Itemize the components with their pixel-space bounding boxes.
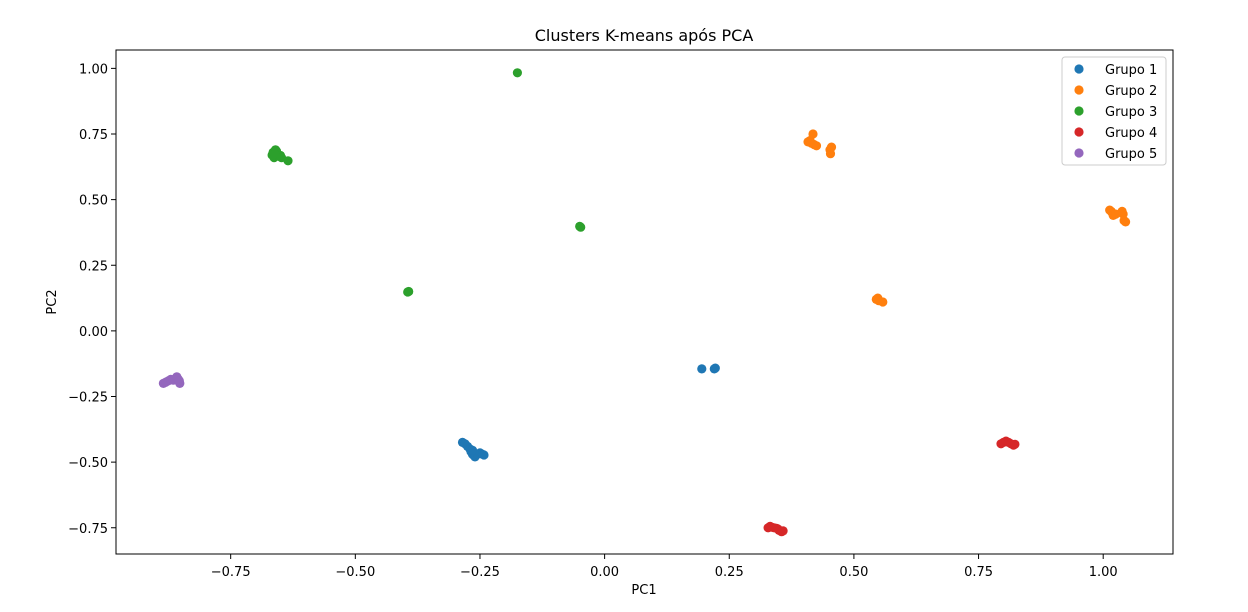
x-tick-label: 1.00 bbox=[1089, 565, 1118, 580]
data-point bbox=[808, 129, 818, 139]
y-tick-label: 0.75 bbox=[79, 128, 108, 143]
data-point bbox=[878, 297, 888, 307]
data-point bbox=[710, 363, 720, 373]
data-point bbox=[269, 149, 280, 159]
data-point bbox=[826, 142, 837, 152]
series-grupo-3 bbox=[267, 68, 586, 297]
x-axis-label: PC1 bbox=[631, 583, 656, 598]
data-point bbox=[404, 286, 414, 297]
data-point bbox=[811, 141, 822, 151]
legend-marker bbox=[1074, 64, 1084, 74]
y-axis: −0.75 −0.50 −0.25 0.00 0.25 0.50 0.75 1.00 bbox=[68, 62, 116, 537]
x-tick-label: −0.50 bbox=[335, 565, 375, 580]
data-point bbox=[467, 445, 478, 455]
y-tick-label: −0.25 bbox=[68, 391, 108, 406]
data-point bbox=[778, 526, 788, 536]
x-tick-label: 0.50 bbox=[839, 565, 868, 580]
legend-label: Grupo 5 bbox=[1105, 147, 1157, 162]
data-point bbox=[1121, 217, 1131, 227]
y-tick-label: 0.50 bbox=[79, 194, 108, 209]
x-axis: −0.75 −0.50 −0.25 0.00 0.25 0.50 0.75 1.00 bbox=[211, 554, 1118, 580]
x-tick-label: 0.25 bbox=[715, 565, 744, 580]
y-tick-label: 0.00 bbox=[79, 325, 108, 340]
data-point bbox=[576, 222, 586, 232]
points-layer bbox=[158, 68, 1131, 537]
x-tick-label: −0.75 bbox=[211, 565, 251, 580]
legend-marker bbox=[1074, 106, 1084, 116]
data-point bbox=[1117, 206, 1127, 216]
data-point bbox=[1010, 439, 1020, 449]
y-tick-label: 1.00 bbox=[79, 62, 108, 77]
legend-label: Grupo 4 bbox=[1105, 126, 1157, 141]
legend-label: Grupo 3 bbox=[1105, 105, 1157, 120]
chart-title: Clusters K-means após PCA bbox=[535, 26, 754, 45]
series-grupo-5 bbox=[158, 372, 185, 388]
y-tick-label: 0.25 bbox=[79, 259, 108, 274]
y-axis-label: PC2 bbox=[45, 289, 60, 314]
data-point bbox=[174, 376, 184, 386]
series-grupo-4 bbox=[763, 436, 1020, 537]
legend-label: Grupo 1 bbox=[1105, 63, 1157, 78]
x-tick-label: −0.25 bbox=[460, 565, 500, 580]
series-grupo-2 bbox=[803, 129, 1131, 307]
y-tick-label: −0.50 bbox=[68, 456, 108, 471]
data-point bbox=[283, 156, 293, 166]
legend-marker bbox=[1074, 127, 1084, 137]
data-point bbox=[479, 450, 489, 460]
series-grupo-1 bbox=[457, 363, 720, 462]
plot-frame bbox=[115, 49, 1174, 555]
data-point bbox=[512, 68, 523, 78]
y-tick-label: −0.75 bbox=[68, 522, 108, 537]
x-tick-label: 0.00 bbox=[590, 565, 619, 580]
data-point bbox=[697, 364, 707, 374]
x-tick-label: 0.75 bbox=[964, 565, 993, 580]
legend-label: Grupo 2 bbox=[1105, 84, 1157, 99]
legend: Grupo 1 Grupo 2 Grupo 3 Grupo 4 Grupo 5 bbox=[1061, 56, 1167, 166]
legend-marker bbox=[1074, 148, 1084, 158]
legend-box bbox=[1061, 56, 1167, 166]
legend-marker bbox=[1074, 85, 1084, 95]
